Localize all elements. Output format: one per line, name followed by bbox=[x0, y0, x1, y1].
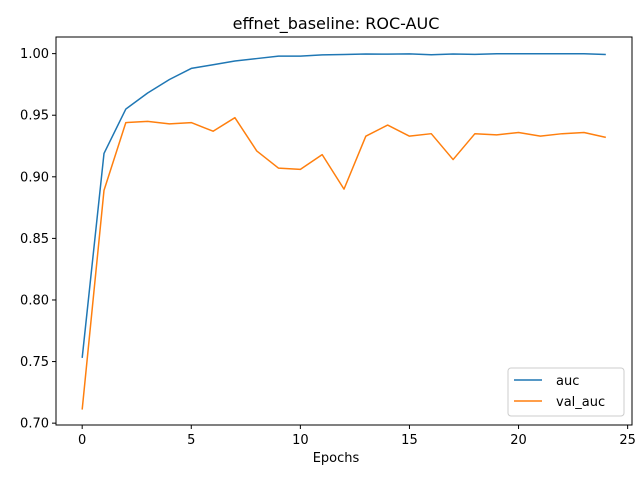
y-tick-label: 0.85 bbox=[20, 232, 49, 247]
series-line-val-auc bbox=[81, 116, 606, 410]
y-tick-label: 0.90 bbox=[20, 170, 49, 185]
x-tick-label: 10 bbox=[292, 433, 309, 448]
legend-label-val-auc: val_auc bbox=[556, 395, 605, 410]
legend: auc val_auc bbox=[507, 367, 625, 417]
x-tick-label: 15 bbox=[401, 433, 418, 448]
series-line-auc bbox=[81, 53, 606, 358]
plot-frame bbox=[55, 36, 633, 426]
y-tick-label: 1.00 bbox=[20, 47, 49, 62]
series-layer bbox=[81, 53, 606, 410]
y-tick-label: 0.80 bbox=[20, 293, 49, 308]
y-tick-label: 0.95 bbox=[20, 109, 49, 124]
x-tick-label: 0 bbox=[78, 433, 86, 448]
y-tick-label: 0.75 bbox=[20, 355, 49, 370]
plot-background bbox=[56, 37, 632, 425]
x-tick-label: 25 bbox=[619, 433, 636, 448]
plot-area bbox=[55, 36, 633, 426]
x-axis: 0 5 10 15 20 25 bbox=[78, 425, 636, 448]
y-tick-label: 0.70 bbox=[20, 417, 49, 432]
x-tick-label: 20 bbox=[510, 433, 527, 448]
y-axis: 0.70 0.75 0.80 0.85 0.90 0.95 1.00 bbox=[20, 47, 56, 432]
chart-title: effnet_baseline: ROC-AUC bbox=[233, 14, 440, 34]
x-axis-label: Epochs bbox=[313, 451, 360, 466]
x-tick-label: 5 bbox=[187, 433, 195, 448]
legend-label-auc: auc bbox=[556, 374, 579, 389]
